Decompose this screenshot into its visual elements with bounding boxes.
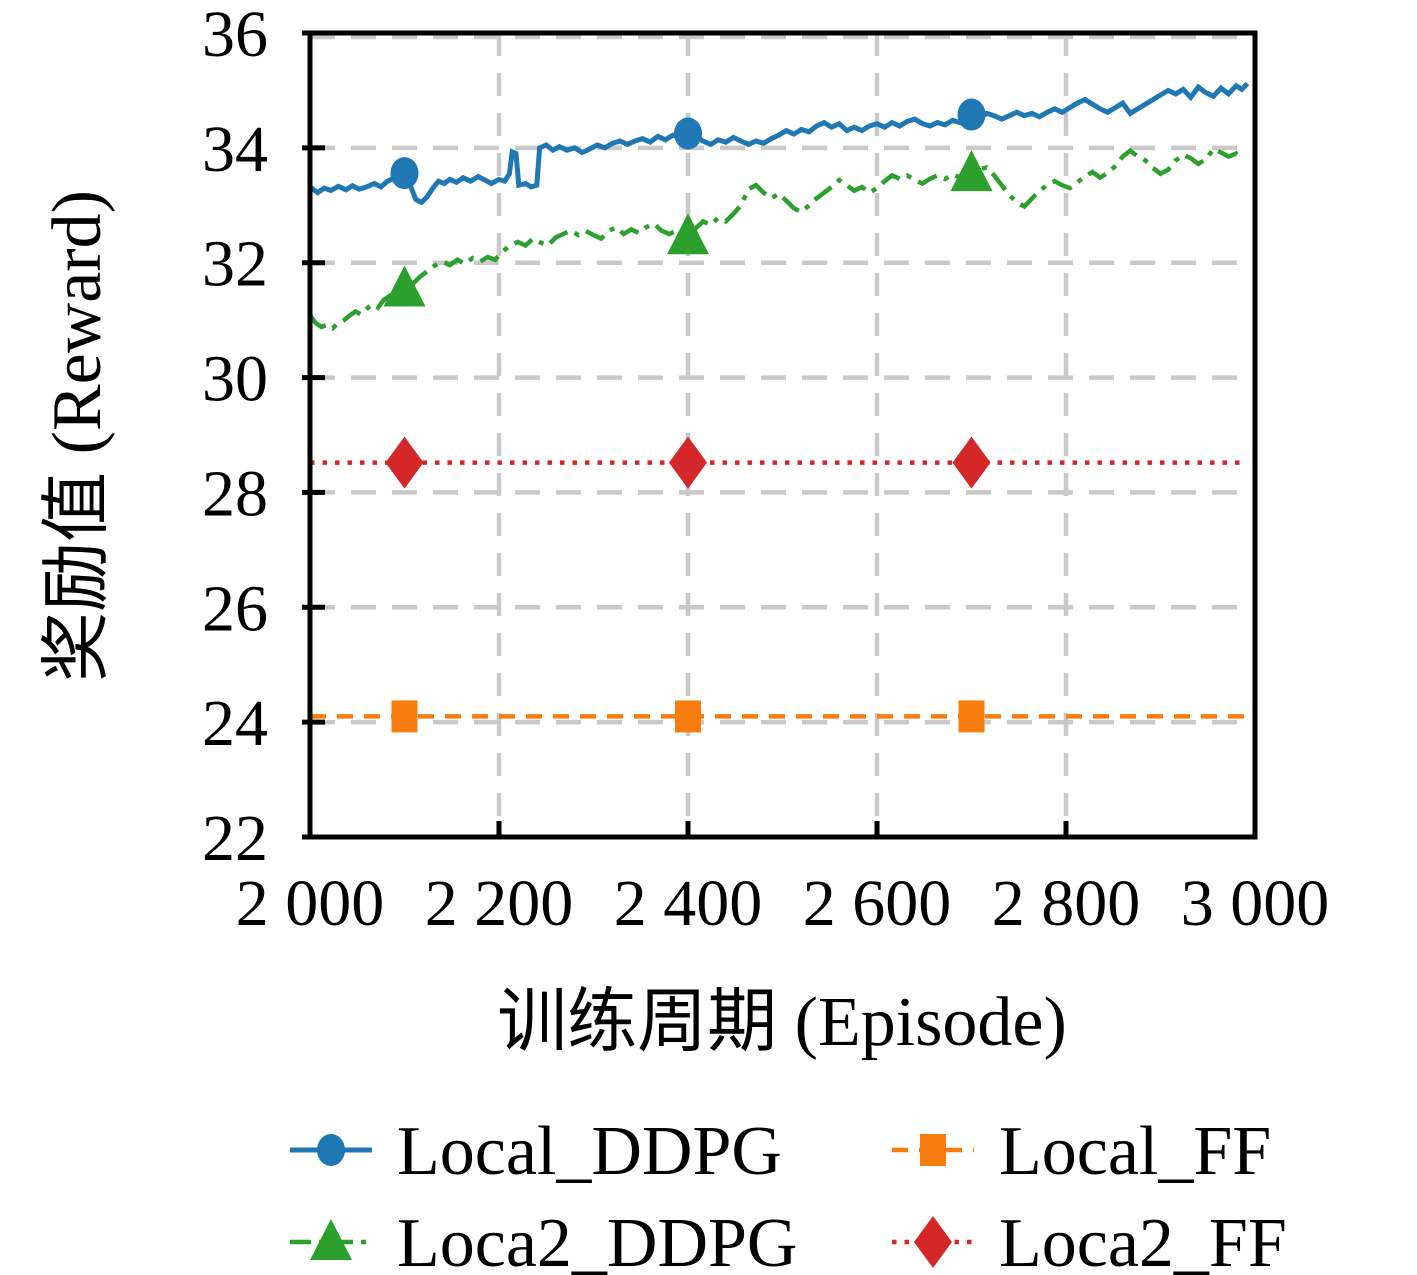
series-line-Loca2_DDPG: [310, 146, 1244, 332]
series-lines: [310, 81, 1250, 719]
y-tick-labels: 22 24 26 28 30 32 34 36: [202, 0, 268, 875]
x-tick-label: 2 400: [614, 867, 763, 940]
marker-circle-Local_DDPG: [674, 117, 702, 150]
marker-diamond-Loca2_FF: [952, 436, 991, 489]
x-tick-label: 2 800: [992, 867, 1141, 940]
y-tick-label: 36: [202, 0, 268, 71]
marker-square-Local_FF: [958, 700, 985, 733]
marker-triangle-Loca2_DDPG: [950, 150, 993, 192]
marker-circle-Local_DDPG: [957, 98, 986, 131]
axis-ticks: [302, 30, 1258, 840]
y-tick-label: 24: [202, 687, 268, 760]
legend-marker-square-Local_FF: [920, 1134, 946, 1166]
marker-circle-Local_DDPG: [390, 157, 419, 190]
legend-marker-triangle-Loca2_DDPG: [310, 1219, 352, 1260]
x-tick-label: 2 200: [425, 867, 574, 940]
legend: Local_DDPG Local_FF Loca2_DDPG Loca2_FF: [290, 1113, 1287, 1275]
legend-label-Loca2_DDPG: Loca2_DDPG: [397, 1205, 797, 1275]
x-tick-labels: 2 000 2 200 2 400 2 600 2 800 3 000: [236, 867, 1330, 940]
legend-entry-Loca2_DDPG: Loca2_DDPG: [290, 1205, 797, 1275]
marker-triangle-Loca2_DDPG: [667, 213, 709, 255]
legend-entry-Local_FF: Local_FF: [892, 1113, 1271, 1190]
marker-diamond-Loca2_FF: [385, 436, 424, 489]
legend-marker-circle-Local_DDPG: [317, 1134, 345, 1166]
y-tick-label: 26: [202, 572, 268, 645]
y-tick-label: 28: [202, 457, 268, 530]
x-tick-label: 2 600: [803, 867, 952, 940]
legend-label-Local_DDPG: Local_DDPG: [397, 1113, 782, 1190]
legend-entry-Local_DDPG: Local_DDPG: [290, 1113, 782, 1190]
y-axis-title: 奖励值 (Reward): [39, 190, 116, 682]
legend-label-Loca2_FF: Loca2_FF: [999, 1205, 1287, 1275]
plot-border: [307, 30, 1258, 840]
legend-marker-diamond-Loca2_FF: [914, 1216, 952, 1268]
legend-entry-Loca2_FF: Loca2_FF: [892, 1205, 1287, 1275]
x-tick-label: 3 000: [1181, 867, 1330, 940]
x-tick-label: 2 000: [236, 867, 385, 940]
y-tick-label: 34: [202, 113, 268, 186]
y-tick-label: 22: [202, 802, 268, 875]
marker-triangle-Loca2_DDPG: [383, 265, 426, 307]
x-axis-title: 训练周期 (Episode): [497, 984, 1067, 1061]
series-line-Local_DDPG: [310, 81, 1250, 206]
y-tick-label: 32: [202, 228, 268, 301]
marker-diamond-Loca2_FF: [669, 436, 707, 489]
marker-square-Local_FF: [391, 700, 418, 733]
y-tick-label: 30: [202, 343, 268, 416]
gridlines: [310, 33, 1255, 837]
series-markers: [383, 98, 993, 733]
legend-label-Local_FF: Local_FF: [999, 1113, 1271, 1190]
marker-square-Local_FF: [675, 700, 701, 733]
